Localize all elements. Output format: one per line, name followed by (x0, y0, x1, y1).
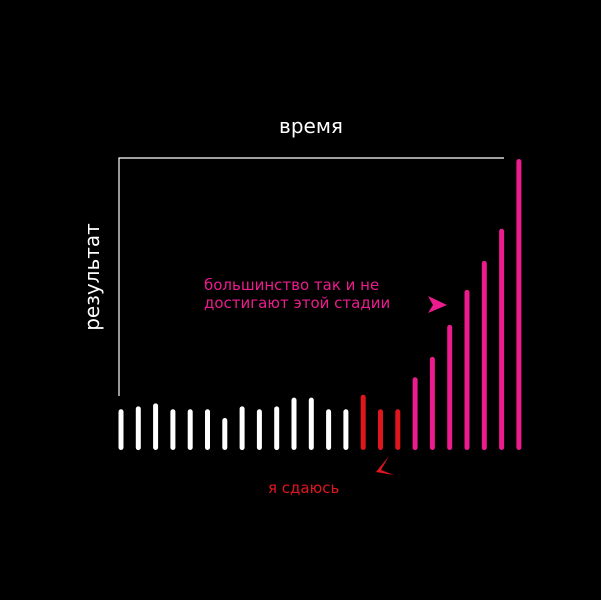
bar-12 (308, 397, 314, 450)
bar-11 (291, 397, 297, 450)
bar-18 (412, 377, 418, 451)
bar-14 (343, 409, 349, 450)
annotation-give-up: я сдаюсь (268, 456, 394, 497)
bar-1 (118, 409, 124, 450)
x-axis-label: время (279, 114, 343, 138)
bar-20 (447, 324, 453, 450)
axis-frame (118, 157, 504, 396)
bar-16 (378, 409, 383, 450)
bar-2 (135, 406, 141, 451)
bar-21 (464, 289, 470, 450)
bar-7 (222, 418, 228, 450)
annotation-most-line-2: достигают этой стадии (204, 294, 390, 312)
annotation-most-line-1: большинство так и не (204, 276, 379, 294)
bar-19 (429, 356, 435, 450)
bar-5 (187, 409, 193, 450)
bar-13 (326, 409, 332, 450)
bar-17 (395, 409, 401, 450)
annotation-most-arrow (428, 296, 447, 313)
bars-group (118, 159, 522, 451)
bar-22 (481, 260, 487, 451)
annotation-most-never-reach: большинство так и не достигают этой стад… (204, 276, 447, 313)
bar-24 (516, 159, 522, 450)
bar-3 (153, 403, 159, 450)
bar-9 (256, 409, 262, 450)
y-axis-label: результат (80, 223, 104, 331)
bar-4 (170, 409, 176, 450)
annotation-give-up-arrow (376, 456, 394, 475)
bar-8 (239, 406, 245, 451)
annotation-give-up-text: я сдаюсь (268, 479, 339, 497)
bar-15 (360, 394, 366, 450)
bar-23 (499, 228, 505, 450)
bar-10 (274, 406, 280, 451)
bar-6 (205, 409, 210, 450)
